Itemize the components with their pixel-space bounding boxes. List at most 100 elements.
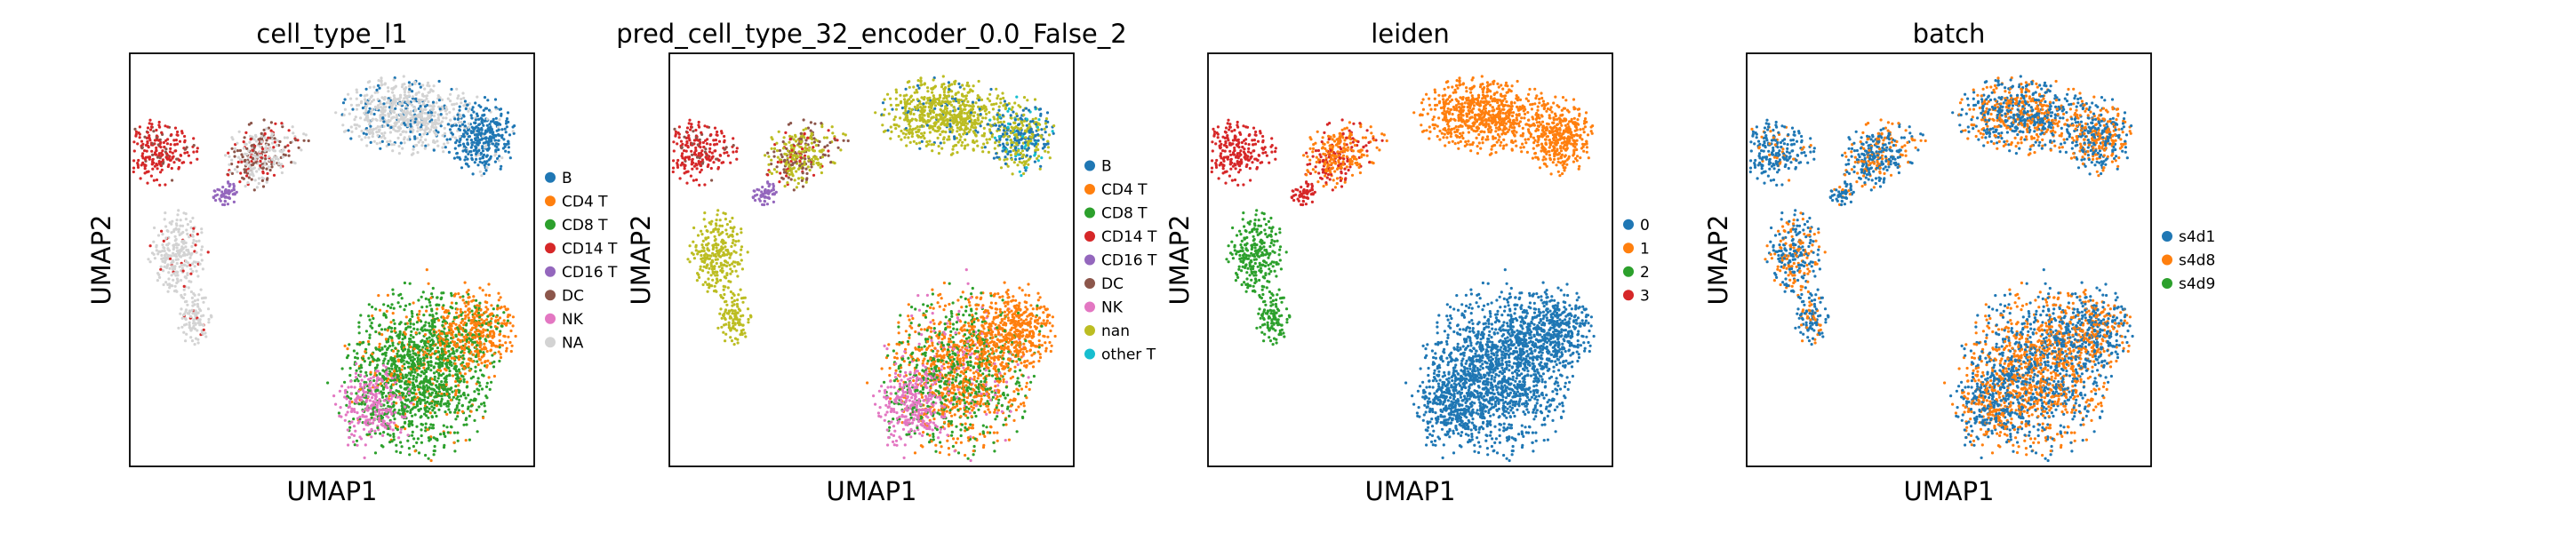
scatter-point [173, 149, 177, 153]
scatter-point [509, 329, 513, 333]
scatter-point [405, 410, 409, 413]
scatter-point [221, 186, 225, 189]
scatter-point [198, 262, 202, 266]
scatter-point [391, 292, 395, 296]
scatter-point [184, 339, 188, 343]
scatter-point [258, 142, 261, 146]
scatter-point [176, 130, 180, 134]
scatter-point [380, 423, 383, 426]
scatter-point [475, 141, 478, 145]
scatter-point [368, 85, 372, 89]
scatter-point [177, 167, 180, 171]
scatter-point [457, 292, 460, 296]
scatter-point [685, 155, 690, 159]
scatter-point [800, 179, 804, 182]
scatter-point [681, 142, 684, 146]
scatter-point [423, 111, 427, 115]
scatter-point [371, 314, 374, 318]
scatter-point [245, 160, 249, 163]
scatter-point [454, 123, 458, 127]
scatter-point [457, 384, 460, 387]
scatter-point [448, 138, 452, 141]
scatter-point [363, 456, 366, 460]
scatter-point [396, 428, 399, 432]
scatter-point [178, 139, 182, 143]
scatter-point [497, 128, 500, 131]
scatter-point [462, 135, 466, 139]
scatter-point [804, 143, 808, 147]
scatter-point [387, 90, 390, 93]
scatter-point [191, 304, 195, 307]
scatter-point [467, 313, 470, 316]
scatter-point [451, 103, 454, 107]
scatter-point [780, 153, 783, 156]
scatter-point [354, 115, 357, 119]
scatter-point [413, 343, 417, 346]
scatter-point [389, 306, 393, 309]
scatter-point [191, 269, 195, 274]
scatter-point [164, 225, 168, 228]
scatter-point [153, 164, 156, 168]
scatter-point [452, 441, 456, 444]
scatter-point [386, 386, 389, 390]
scatter-point [230, 171, 234, 175]
scatter-point [782, 168, 786, 171]
scatter-point [390, 377, 394, 380]
scatter-point [376, 388, 380, 393]
scatter-point [350, 130, 354, 133]
scatter-point [797, 142, 801, 146]
scatter-point [443, 142, 446, 146]
scatter-point [502, 311, 506, 314]
scatter-point [395, 443, 398, 447]
scatter-point [364, 330, 368, 333]
scatter-point [367, 131, 372, 134]
scatter-point [379, 147, 382, 150]
scatter-point [729, 161, 732, 164]
scatter-point [151, 157, 155, 161]
scatter-point [920, 139, 924, 143]
scatter-point [144, 143, 148, 147]
scatter-point [378, 308, 382, 312]
scatter-point [781, 140, 785, 144]
scatter-point [462, 335, 466, 338]
scatter-point [348, 422, 352, 426]
scatter-point [152, 240, 156, 243]
scatter-point [427, 436, 431, 440]
scatter-point [372, 112, 376, 116]
scatter-point [265, 127, 268, 131]
scatter-point [407, 405, 411, 409]
scatter-point [412, 347, 416, 351]
scatter-point [385, 414, 388, 418]
scatter-point [706, 164, 709, 169]
scatter-point [412, 374, 415, 378]
scatter-point [460, 166, 464, 170]
scatter-point [431, 100, 436, 104]
scatter-point [676, 142, 679, 146]
scatter-point [476, 329, 480, 332]
scatter-point [380, 80, 383, 84]
scatter-point [450, 124, 453, 128]
scatter-point [266, 148, 269, 152]
scatter-point [376, 363, 380, 367]
scatter-point [440, 296, 444, 299]
scatter-point [204, 335, 208, 338]
scatter-point [232, 188, 236, 192]
scatter-point [451, 333, 454, 337]
scatter-point [466, 141, 469, 145]
scatter-point [492, 119, 495, 123]
scatter-point [425, 414, 428, 418]
scatter-point [363, 375, 366, 378]
scatter-point [775, 170, 779, 174]
scatter-point [420, 109, 424, 113]
scatter-point [495, 145, 499, 149]
scatter-point [424, 94, 428, 98]
scatter-point [425, 384, 428, 387]
scatter-point [688, 118, 692, 122]
scatter-point [490, 380, 493, 384]
scatter-point [277, 144, 281, 147]
scatter-point [457, 121, 460, 124]
scatter-point [407, 135, 412, 139]
scatter-point [184, 218, 188, 221]
scatter-point [676, 158, 680, 163]
scatter-point [895, 91, 899, 94]
